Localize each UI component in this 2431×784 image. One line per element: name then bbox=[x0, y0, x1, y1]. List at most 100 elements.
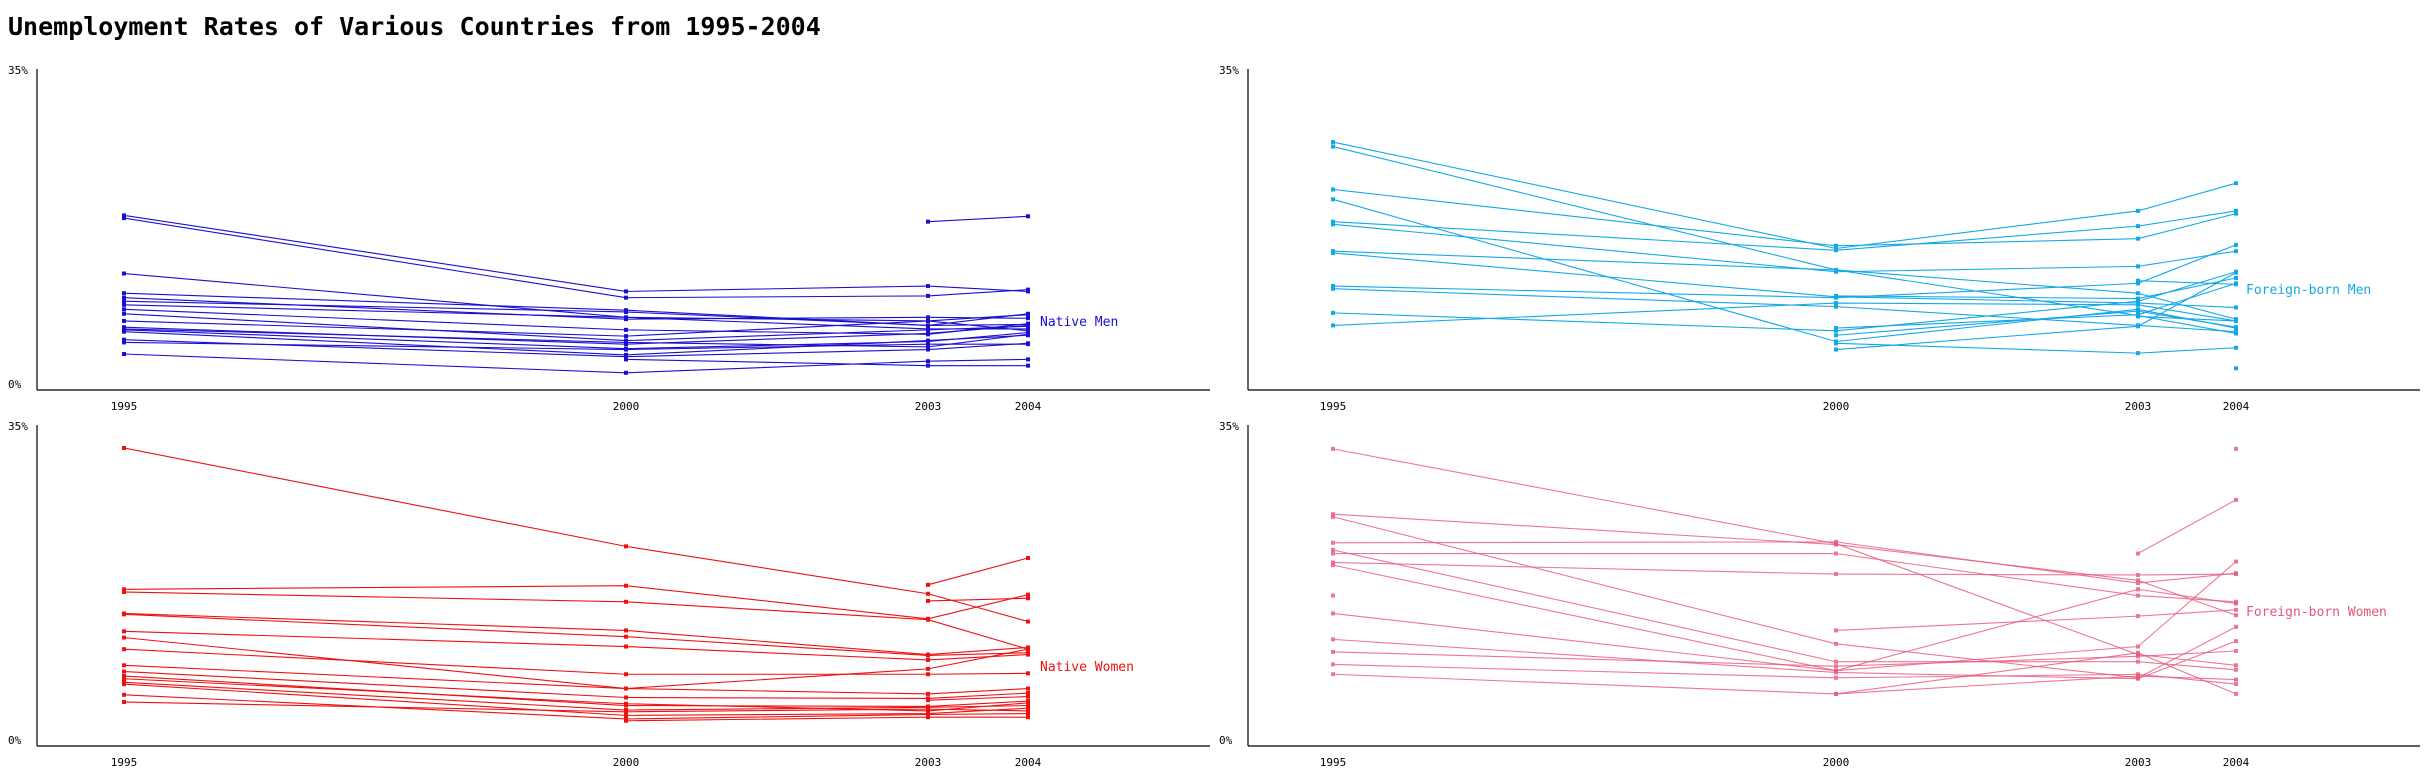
series-path bbox=[1332, 549, 2237, 671]
series-line bbox=[122, 635, 1030, 691]
data-point bbox=[1331, 323, 1335, 328]
data-point bbox=[624, 340, 628, 345]
data-point bbox=[122, 692, 126, 697]
series-line bbox=[1331, 648, 2238, 669]
series-path bbox=[1835, 342, 2237, 354]
data-point bbox=[1026, 342, 1030, 347]
data-point bbox=[1026, 700, 1030, 705]
data-point bbox=[2234, 282, 2238, 287]
data-point bbox=[2136, 578, 2140, 583]
data-point bbox=[122, 699, 126, 704]
series-path bbox=[1332, 271, 2237, 332]
data-point bbox=[1331, 637, 1335, 642]
data-point bbox=[926, 712, 930, 717]
data-point bbox=[1026, 592, 1030, 597]
data-point bbox=[2136, 314, 2140, 319]
data-point bbox=[1834, 542, 1838, 547]
data-point bbox=[2234, 677, 2238, 682]
data-point bbox=[122, 612, 126, 617]
data-point bbox=[2234, 345, 2238, 350]
series-path bbox=[123, 613, 1029, 657]
data-point bbox=[1834, 551, 1838, 556]
data-point bbox=[2234, 607, 2238, 612]
data-point bbox=[2234, 242, 2238, 247]
data-point bbox=[624, 583, 628, 588]
series-path bbox=[1332, 210, 2237, 251]
data-point bbox=[1834, 248, 1838, 253]
series-path bbox=[123, 447, 1029, 623]
data-point bbox=[2136, 551, 2140, 556]
data-point bbox=[2234, 211, 2238, 216]
series-line bbox=[122, 663, 1030, 696]
series-path bbox=[1332, 663, 2237, 685]
series-path bbox=[927, 696, 1029, 701]
data-point bbox=[1834, 628, 1838, 633]
data-point bbox=[2136, 236, 2140, 241]
data-point bbox=[2136, 208, 2140, 213]
data-point bbox=[926, 219, 930, 224]
data-point bbox=[624, 695, 628, 700]
data-point bbox=[926, 315, 930, 320]
data-point bbox=[1331, 187, 1335, 192]
data-point bbox=[624, 644, 628, 649]
series-path bbox=[1332, 198, 2237, 343]
series-line bbox=[1331, 539, 2238, 586]
data-point bbox=[2234, 559, 2238, 564]
series-line bbox=[2136, 278, 2238, 287]
series-line bbox=[1331, 446, 2238, 668]
data-point bbox=[1834, 659, 1838, 664]
data-point bbox=[122, 587, 126, 592]
x-tick-label: 2003 bbox=[915, 400, 942, 413]
x-tick-label: 2003 bbox=[2125, 756, 2152, 769]
data-point bbox=[624, 701, 628, 706]
data-point bbox=[1026, 596, 1030, 601]
data-point bbox=[2234, 601, 2238, 606]
data-point bbox=[1026, 363, 1030, 368]
series-label: Native Women bbox=[1040, 660, 1134, 675]
series-line bbox=[1834, 341, 2238, 356]
panel-foreign-born-women: 35% 0% 1995 2000 2003 2004 Foreign-born Women bbox=[1219, 420, 2420, 769]
series-path bbox=[927, 597, 1029, 602]
data-point bbox=[1331, 219, 1335, 224]
series-line bbox=[2234, 446, 2238, 451]
x-tick-label: 1995 bbox=[111, 400, 138, 413]
series-line bbox=[1331, 140, 2238, 251]
series-path bbox=[123, 300, 1029, 326]
data-point bbox=[926, 653, 930, 658]
series-line bbox=[1331, 560, 2238, 577]
data-point bbox=[122, 291, 126, 296]
series-path bbox=[123, 328, 1029, 348]
x-tick-label: 1995 bbox=[111, 756, 138, 769]
series-line bbox=[1834, 650, 2238, 696]
series-line bbox=[926, 555, 1030, 587]
series-path bbox=[123, 585, 1029, 620]
data-point bbox=[926, 327, 930, 332]
data-point bbox=[1026, 671, 1030, 676]
series-path bbox=[1332, 513, 2237, 616]
x-tick-label: 2000 bbox=[1823, 756, 1850, 769]
data-point bbox=[624, 672, 628, 677]
series-line bbox=[122, 682, 1030, 718]
data-point bbox=[2234, 270, 2238, 275]
data-point bbox=[122, 311, 126, 316]
data-point bbox=[1331, 540, 1335, 545]
data-point bbox=[122, 326, 126, 331]
data-point bbox=[122, 682, 126, 687]
series-line bbox=[122, 699, 1030, 714]
data-point bbox=[1026, 711, 1030, 716]
series-line bbox=[1331, 547, 2238, 672]
series-path bbox=[123, 637, 1029, 690]
data-point bbox=[1834, 539, 1838, 544]
data-point bbox=[1331, 514, 1335, 519]
data-point bbox=[1834, 243, 1838, 248]
data-point bbox=[122, 295, 126, 300]
data-point bbox=[122, 674, 126, 679]
data-point bbox=[1331, 250, 1335, 255]
data-point bbox=[1331, 662, 1335, 667]
data-point bbox=[1331, 593, 1335, 598]
data-point bbox=[1331, 611, 1335, 616]
data-point bbox=[2234, 208, 2238, 213]
data-point bbox=[2136, 324, 2140, 329]
data-point bbox=[624, 289, 628, 294]
series-path bbox=[123, 612, 1029, 656]
